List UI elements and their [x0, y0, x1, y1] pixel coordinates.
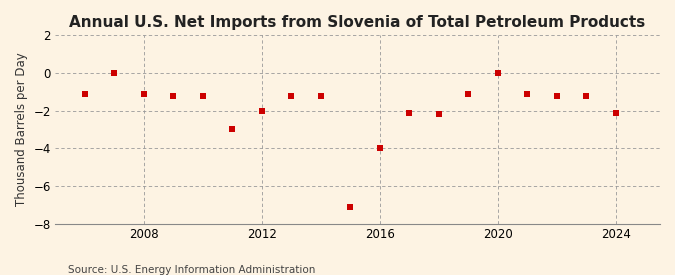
- Point: [256, 108, 267, 113]
- Y-axis label: Thousand Barrels per Day: Thousand Barrels per Day: [15, 53, 28, 206]
- Point: [551, 94, 562, 98]
- Point: [580, 94, 591, 98]
- Point: [345, 204, 356, 209]
- Point: [109, 71, 119, 75]
- Point: [433, 112, 444, 117]
- Point: [138, 92, 149, 96]
- Point: [522, 92, 533, 96]
- Point: [227, 127, 238, 132]
- Point: [286, 94, 296, 98]
- Point: [79, 92, 90, 96]
- Point: [167, 94, 178, 98]
- Point: [492, 71, 503, 75]
- Point: [610, 110, 621, 115]
- Point: [404, 110, 414, 115]
- Point: [315, 94, 326, 98]
- Point: [197, 94, 208, 98]
- Point: [463, 92, 474, 96]
- Point: [374, 146, 385, 150]
- Text: Source: U.S. Energy Information Administration: Source: U.S. Energy Information Administ…: [68, 265, 315, 275]
- Title: Annual U.S. Net Imports from Slovenia of Total Petroleum Products: Annual U.S. Net Imports from Slovenia of…: [70, 15, 646, 30]
